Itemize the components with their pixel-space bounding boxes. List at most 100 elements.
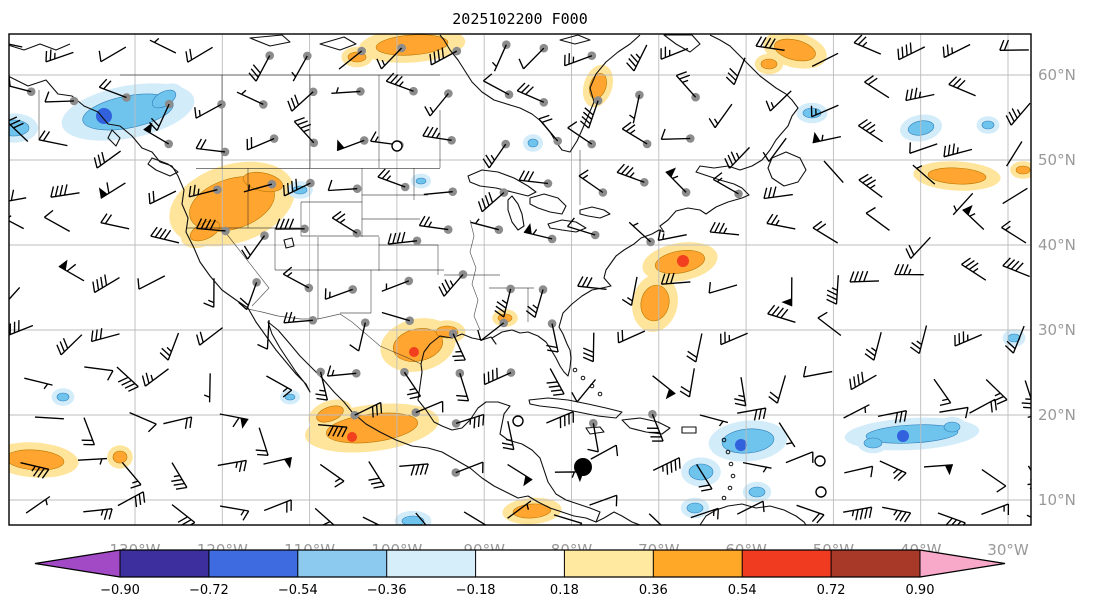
- coastline: [699, 503, 807, 525]
- shaded-region: [863, 437, 883, 449]
- wind-barb: [9, 116, 29, 142]
- wind-barb: [429, 47, 458, 66]
- wind-barb: [725, 57, 746, 86]
- wind-barb: [577, 276, 607, 290]
- wind-barb: [483, 367, 512, 386]
- shaded-region: [9, 119, 30, 137]
- colorbar-tick-label: 0.90: [906, 583, 935, 598]
- wind-barb: [336, 139, 365, 152]
- wind-barb: [538, 114, 559, 142]
- wind-barb: [660, 46, 689, 60]
- wind-barb: [188, 184, 218, 198]
- station-dot: [269, 134, 279, 143]
- wind-barb: [629, 94, 641, 124]
- wind-barb: [766, 213, 796, 230]
- wind-barb: [578, 169, 604, 194]
- wind-barb: [318, 424, 348, 438]
- wind-barb: [826, 275, 839, 305]
- wind-barb: [415, 512, 427, 525]
- wind-barb: [477, 191, 505, 213]
- wind-barb: [1021, 380, 1031, 409]
- wind-barb: [195, 138, 226, 153]
- wind-barb: [338, 50, 363, 70]
- calm-circle-marker: [512, 415, 524, 427]
- wind-barb: [961, 257, 987, 281]
- wind-barb: [699, 414, 729, 427]
- wind-barb: [455, 413, 485, 429]
- wind-barb: [143, 128, 170, 145]
- wind-barb-pennant: [98, 187, 108, 199]
- small-island: [730, 473, 736, 479]
- wind-barb: [81, 417, 96, 446]
- latitude-tick-labels: 60°N 50°N 40°N 30°N 20°N 10°N: [1038, 66, 1076, 509]
- gridlines-layer: [9, 34, 1031, 525]
- wind-barb: [327, 179, 358, 192]
- wind-barb: [38, 130, 68, 147]
- wind-barb: [720, 331, 748, 346]
- shaded-region: [943, 421, 961, 433]
- shaded-region-core: [677, 255, 689, 267]
- wind-barb: [679, 368, 695, 398]
- wind-barb: [194, 103, 222, 119]
- wind-barb-pennant: [1046, 524, 1054, 535]
- colorbar-tick-label: −0.36: [367, 583, 407, 598]
- wind-barb: [58, 263, 85, 282]
- wind-barb: [617, 329, 646, 344]
- wind-barb: [274, 218, 305, 230]
- storm-marker: [574, 458, 592, 476]
- wind-barb: [877, 410, 908, 424]
- wind-barb: [93, 150, 121, 169]
- wind-barb-pennant: [962, 205, 973, 216]
- wind-barb: [314, 507, 335, 525]
- wind-barb: [923, 464, 953, 468]
- station-dot: [300, 224, 309, 234]
- wind-barb: [1005, 102, 1031, 126]
- wind-barb: [518, 170, 549, 185]
- wind-barb: [943, 143, 973, 158]
- wind-barb: [477, 322, 505, 342]
- lon-tick-label: 30°W: [987, 541, 1029, 559]
- wind-barb: [24, 377, 53, 390]
- wind-barb: [282, 266, 310, 289]
- coastline: [529, 193, 567, 215]
- coastline: [283, 237, 295, 249]
- wind-barb: [494, 288, 512, 318]
- lat-tick-label: 30°N: [1038, 321, 1076, 339]
- wind-barb: [98, 46, 127, 63]
- colorbar-segment: [297, 550, 388, 577]
- wind-barb-pennant: [143, 122, 153, 134]
- wind-barb: [149, 37, 177, 54]
- wind-barb: [882, 506, 912, 523]
- wind-barb: [865, 206, 890, 231]
- wind-barb: [77, 457, 108, 465]
- wind-barb: [137, 275, 166, 290]
- wind-barb: [823, 160, 844, 184]
- coastline: [621, 417, 671, 435]
- colorbar-outline: [34, 549, 1006, 578]
- wind-barb: [853, 34, 882, 55]
- colorbar-under-arrow: [35, 550, 120, 577]
- wind-barb: [843, 506, 873, 521]
- wind-barb: [1004, 325, 1025, 354]
- wind-barb: [843, 404, 870, 419]
- shaded-region: [316, 405, 344, 423]
- wind-barb: [283, 311, 313, 324]
- wind-barb: [802, 365, 833, 378]
- shaded-region: [375, 34, 449, 56]
- wind-barb-pennant: [523, 223, 532, 234]
- station-dot: [306, 178, 315, 188]
- small-island: [580, 375, 586, 381]
- wind-barb: [377, 168, 406, 188]
- wind-barb: [171, 462, 188, 490]
- wind-barb: [9, 43, 23, 48]
- shaded-region-core: [735, 439, 747, 451]
- wind-barb: [121, 462, 142, 489]
- wind-barb: [25, 495, 51, 514]
- wind-barb: [9, 320, 34, 336]
- calm-circle-marker: [814, 455, 826, 467]
- map-frame: [8, 33, 1032, 526]
- small-island: [727, 485, 733, 491]
- colorbar: −0.90 −0.72 −0.54 −0.36 −0.18 0.18 0.36 0.54 0.7…: [34, 549, 1006, 598]
- wind-barb: [257, 320, 270, 350]
- coastline: [663, 34, 701, 53]
